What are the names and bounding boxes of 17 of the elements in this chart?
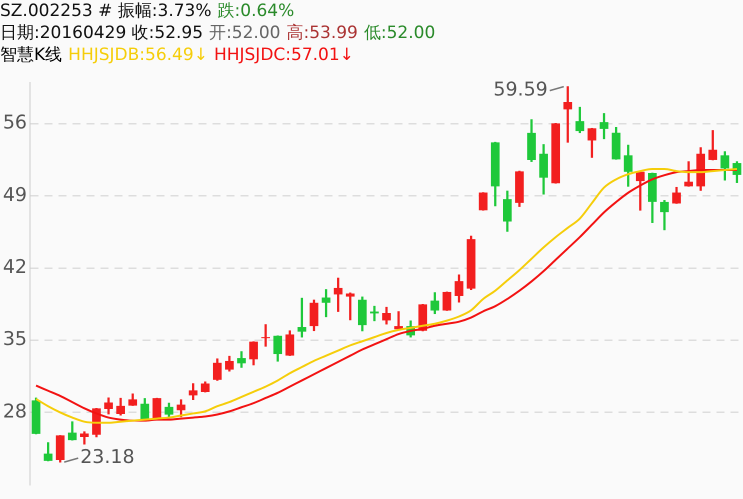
text: 开:52.00 — [209, 23, 280, 43]
text: 低:52.00 — [364, 23, 436, 43]
text: HHJSJDC:57.01↓ — [214, 45, 354, 65]
text: 高:53.99 — [286, 23, 358, 43]
y-tick-label: 42 — [2, 256, 27, 278]
text: SZ.002253 # 振幅:3.73% — [0, 1, 212, 21]
y-tick-label: 28 — [2, 400, 27, 422]
text: 跌:0.64% — [218, 1, 294, 21]
annotation: 59.59 — [493, 78, 548, 101]
legend-title: 智慧K线 — [0, 45, 62, 65]
y-tick-label: 56 — [2, 112, 27, 134]
annotation: 23.18 — [80, 446, 135, 468]
y-tick-label: 35 — [2, 328, 27, 350]
text: 日期:20160429 收:52.95 — [0, 23, 204, 43]
text: HHJSJDB:56.49↓ — [68, 45, 208, 65]
candlestick — [442, 292, 452, 311]
y-tick-label: 49 — [2, 184, 27, 206]
